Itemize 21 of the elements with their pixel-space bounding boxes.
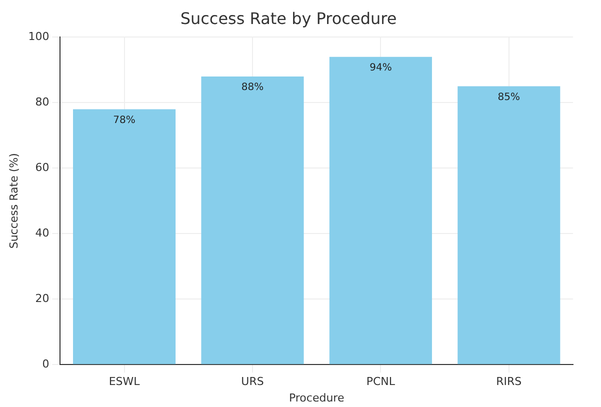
y-tick-label: 80	[35, 96, 50, 109]
y-tick-label: 0	[42, 357, 50, 370]
data-label: 78%	[113, 114, 136, 126]
bar	[329, 56, 432, 364]
bar	[201, 76, 304, 364]
x-tick-label: URS	[241, 375, 264, 388]
x-tick-label: PCNL	[366, 375, 396, 388]
data-label: 94%	[370, 62, 392, 74]
y-tick-label: 60	[35, 161, 50, 174]
chart-title: Success Rate by Procedure	[180, 8, 397, 28]
bar	[73, 109, 176, 364]
data-label: 88%	[241, 82, 264, 94]
bar	[458, 86, 560, 364]
x-tick-label: RIRS	[496, 375, 522, 388]
y-tick-label: 20	[35, 292, 50, 305]
y-tick-label: 100	[28, 30, 50, 44]
data-label: 85%	[498, 92, 520, 103]
y-axis-title: Success Rate (%)	[7, 153, 20, 249]
x-axis-title: Procedure	[288, 391, 344, 404]
y-tick-label: 40	[35, 226, 50, 240]
x-tick-label: ESWL	[108, 375, 141, 388]
